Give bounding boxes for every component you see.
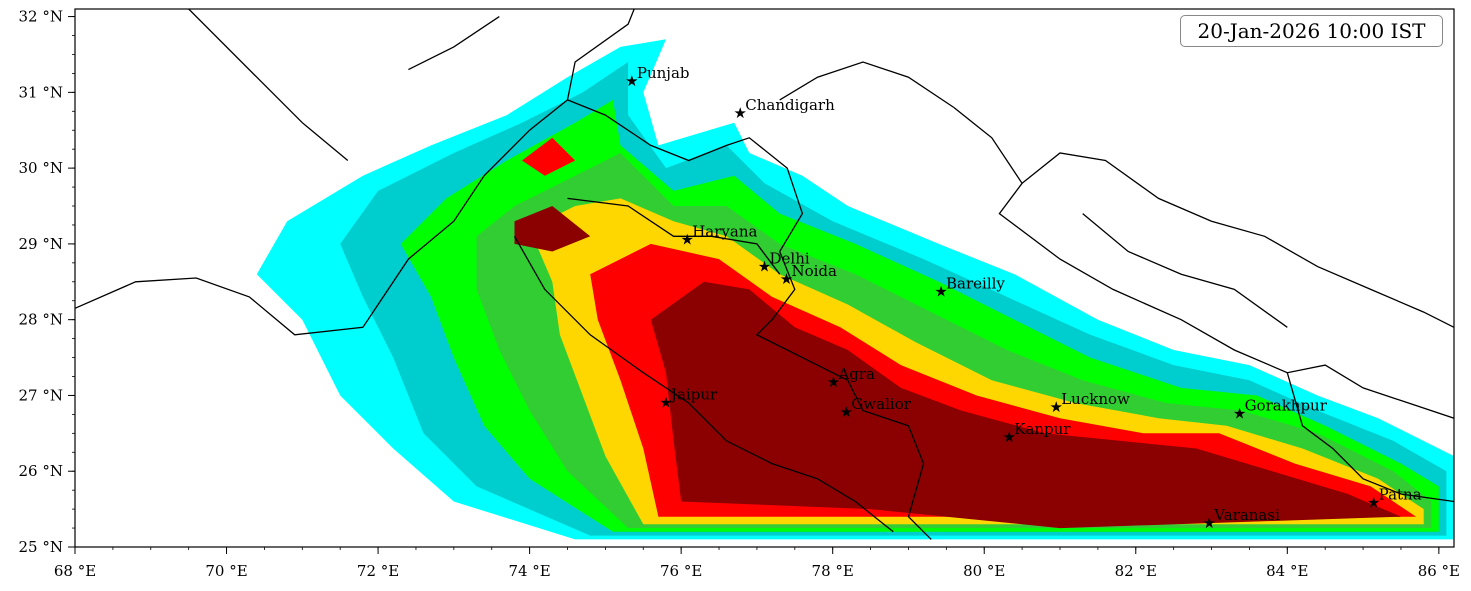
boundary-lines [75,9,1454,540]
city-label: Gwalior [851,395,911,413]
fog-region-level7 [650,281,1401,529]
timestamp-label: 20-Jan-2026 10:00 IST [1180,15,1443,47]
city-label: Patna [1379,485,1422,503]
city-label: Agra [837,365,875,383]
y-tick-label: 26 °N [19,462,63,480]
city-label: Gorakhpur [1245,397,1328,415]
city-marker-icon: ★ [840,403,853,421]
city-marker-icon: ★ [734,104,747,122]
city-markers: ★Punjab★Chandigarh★Haryana★Delhi★Noida★B… [625,64,1422,532]
boundary-line [188,9,349,161]
boundary-line [1286,372,1454,503]
city-label: Punjab [637,64,690,82]
boundary-line [567,99,932,540]
fog-region-level7 [514,206,591,252]
city-label: Chandigarh [745,96,835,114]
city-label: Haryana [692,222,757,240]
y-tick-label: 30 °N [19,159,63,177]
y-axis: 25 °N 26 °N 27 °N 28 °N 29 °N 30 °N 31 °N 32 °N [19,8,75,556]
city-marker-icon: ★ [1003,428,1016,446]
city-marker-icon: ★ [934,283,947,301]
x-tick-label: 70 °E [205,562,247,580]
city-marker-icon: ★ [625,72,638,90]
boundary-line [1082,213,1288,328]
y-tick-label: 28 °N [19,311,63,329]
city-label: Delhi [770,250,810,268]
x-tick-label: 86 °E [1418,562,1460,580]
fog-density-layer [256,39,1454,540]
x-tick-label: 80 °E [963,562,1005,580]
y-tick-label: 31 °N [19,83,63,101]
x-tick-label: 82 °E [1115,562,1157,580]
city-marker-icon: ★ [659,393,672,411]
boundary-line [513,235,894,533]
city-label: Varanasi [1213,506,1280,524]
city-label: Jaipur [669,385,718,403]
boundary-line [75,9,635,336]
city-label: Lucknow [1061,390,1130,408]
y-tick-label: 27 °N [19,386,63,404]
city-marker-icon: ★ [758,258,771,276]
city-label: Kanpur [1014,420,1071,438]
boundary-line [1021,152,1454,328]
x-axis: 68 °E 70 °E 72 °E 74 °E 76 °E 78 °E 80 °E 82 °E… [54,547,1460,580]
x-tick-label: 76 °E [660,562,702,580]
x-tick-label: 84 °E [1266,562,1308,580]
y-tick-label: 25 °N [19,538,63,556]
x-tick-label: 74 °E [508,562,550,580]
city-marker-icon: ★ [1203,514,1216,532]
y-tick-label: 29 °N [19,235,63,253]
city-marker-icon: ★ [680,230,693,248]
city-label: Noida [791,262,837,280]
plot-frame [74,8,1455,548]
x-tick-label: 78 °E [812,562,854,580]
y-tick-label: 32 °N [19,8,63,26]
x-tick-label: 68 °E [54,562,96,580]
x-tick-label: 72 °E [357,562,399,580]
city-marker-icon: ★ [780,270,793,288]
boundary-line [567,197,781,275]
city-marker-icon: ★ [827,373,840,391]
city-marker-icon: ★ [1233,405,1246,423]
boundary-line [779,61,955,109]
city-marker-icon: ★ [1049,398,1062,416]
city-label: Bareilly [946,275,1005,293]
boundary-line [408,16,500,71]
fog-region-level6 [522,137,576,176]
city-marker-icon: ★ [1367,493,1380,511]
